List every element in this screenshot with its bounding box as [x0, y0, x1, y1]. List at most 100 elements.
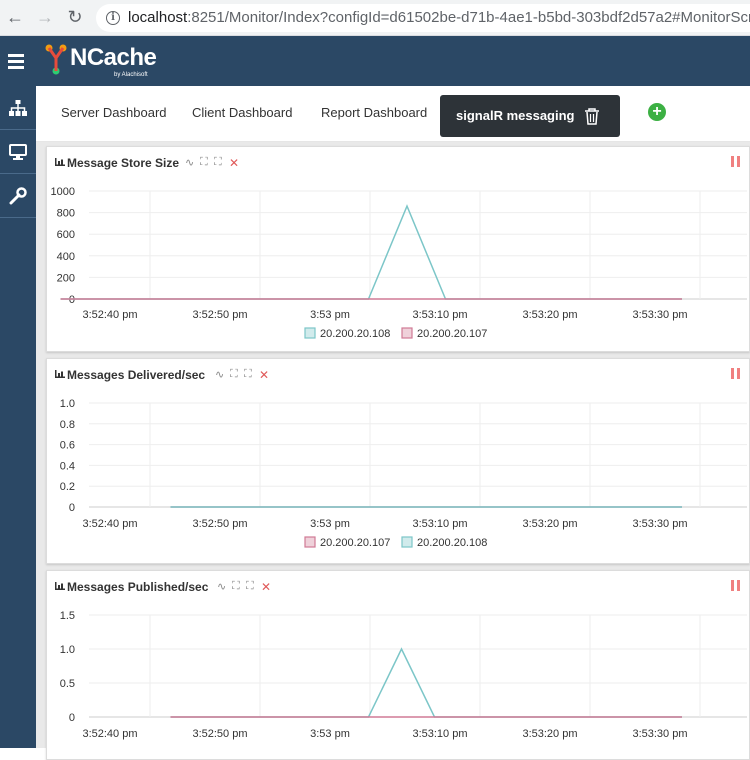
y-tick-label: 0.6: [60, 440, 75, 452]
panel-title: Message Store Size: [67, 156, 180, 170]
sidebar-item-topology[interactable]: [0, 86, 36, 130]
forward-icon[interactable]: →: [36, 7, 54, 27]
y-tick-label: 0.5: [60, 678, 75, 690]
legend-swatch[interactable]: [304, 536, 316, 548]
tab-server-dashboard[interactable]: Server Dashboard: [61, 105, 167, 120]
x-tick-label: 3:53:10 pm: [412, 309, 467, 321]
line-chart: 1000 800 600 400 200 0 3:52:40 pm 3:52:50 pm 3:5…: [51, 186, 747, 340]
y-tick-label: 0.8: [60, 419, 75, 431]
legend-label[interactable]: 20.200.20.107: [417, 328, 487, 340]
chart-icon: [55, 582, 65, 590]
y-tick-label: 0: [69, 502, 75, 514]
chart-icon: [55, 370, 65, 378]
x-tick-label: 3:52:50 pm: [192, 728, 247, 740]
tab-client-dashboard[interactable]: Client Dashboard: [192, 105, 293, 120]
pause-icon[interactable]: [731, 580, 741, 591]
panel-header: Messages Published/sec ∿ ⛶ ⛶ ✕: [47, 571, 750, 601]
x-tick-label: 3:53:10 pm: [412, 518, 467, 530]
x-tick-label: 3:52:50 pm: [192, 518, 247, 530]
pause-icon[interactable]: [731, 156, 741, 167]
wrench-icon: [9, 186, 27, 204]
line-chart: 1.5 1.0 0.5 0 3:52:40 pm 3:52:50 pm 3:53 pm 3:5…: [60, 610, 747, 740]
pause-icon[interactable]: [731, 368, 741, 379]
dashboard-content: Message Store Size ∿ ⛶ ⛶ ✕ 1000 800 600 400 200 0 3…: [36, 142, 750, 760]
back-icon[interactable]: ←: [6, 7, 24, 27]
reload-icon[interactable]: ↻: [67, 7, 83, 27]
close-icon[interactable]: ✕: [261, 580, 272, 594]
address-bar[interactable]: i localhost:8251/Monitor/Index?configId=…: [96, 3, 750, 32]
trash-icon[interactable]: [584, 107, 600, 125]
url-host: localhost: [128, 9, 188, 26]
y-tick-label: 0: [69, 712, 75, 724]
x-tick-label: 3:52:40 pm: [82, 518, 137, 530]
x-tick-label: 3:52:40 pm: [82, 728, 137, 740]
panel-header: Message Store Size ∿ ⛶ ⛶ ✕: [47, 147, 750, 177]
app-header: NCache by Alachisoft: [0, 36, 750, 86]
url-path: :8251/Monitor/Index?configId=d61502be-d7…: [187, 9, 750, 26]
x-tick-label: 3:53 pm: [310, 518, 350, 530]
y-tick-label: 600: [57, 229, 75, 241]
tab-report-dashboard[interactable]: Report Dashboard: [321, 105, 428, 120]
x-tick-label: 3:53:10 pm: [412, 728, 467, 740]
dashboard-tabs: Server Dashboard Client Dashboard Report…: [36, 86, 750, 142]
add-tab-icon[interactable]: +: [648, 103, 666, 121]
y-tick-label: 800: [57, 208, 75, 220]
y-tick-label: 0.2: [60, 481, 75, 493]
ncache-logo-mark-icon: [44, 44, 70, 76]
pulse-icon[interactable]: ∿: [217, 581, 227, 593]
info-icon[interactable]: i: [106, 10, 120, 25]
close-icon[interactable]: ✕: [259, 368, 270, 382]
expand-icon[interactable]: ⛶: [200, 156, 208, 168]
expand-icon[interactable]: ⛶: [232, 580, 240, 592]
x-tick-label: 3:53:30 pm: [632, 309, 687, 321]
y-tick-label: 200: [57, 272, 75, 284]
sidebar-item-monitor[interactable]: [0, 130, 36, 174]
menu-icon[interactable]: [0, 36, 32, 86]
y-tick-label: 1.0: [60, 644, 75, 656]
sitemap-icon: [9, 99, 27, 116]
panel-title: Messages Delivered/sec: [67, 368, 206, 382]
browser-toolbar: ← → ↻ i localhost:8251/Monitor/Index?con…: [0, 0, 750, 36]
logo-subtitle: by Alachisoft: [114, 72, 148, 78]
fullscreen-icon[interactable]: ⛶: [244, 368, 252, 380]
legend-swatch[interactable]: [401, 327, 413, 339]
x-tick-label: 3:53 pm: [310, 309, 350, 321]
fullscreen-icon[interactable]: ⛶: [214, 156, 222, 168]
tab-signalr-label: signalR messaging: [456, 108, 575, 123]
x-tick-label: 3:53 pm: [310, 728, 350, 740]
y-tick-label: 1.0: [60, 398, 75, 410]
chart-panel-delivered: Messages Delivered/sec ∿ ⛶ ⛶ ✕ 1.0 0.8 0.6 0.4 0.…: [46, 358, 750, 564]
line-chart: 1.0 0.8 0.6 0.4 0.2 0 3:52:40 pm 3:52:50 pm 3:53…: [60, 398, 747, 549]
fullscreen-icon[interactable]: ⛶: [246, 580, 254, 592]
x-tick-label: 3:53:30 pm: [632, 728, 687, 740]
chart-icon: [55, 158, 65, 166]
y-tick-label: 1000: [51, 186, 75, 198]
chart-panel-published: Messages Published/sec ∿ ⛶ ⛶ ✕ 1.5 1.0 0.5 0 3:52…: [46, 570, 750, 760]
x-tick-label: 3:52:50 pm: [192, 309, 247, 321]
tab-signalr-messaging[interactable]: signalR messaging: [440, 95, 620, 137]
logo-text: NCache: [70, 44, 157, 71]
pulse-icon[interactable]: ∿: [215, 369, 225, 381]
expand-icon[interactable]: ⛶: [230, 368, 238, 380]
close-icon[interactable]: ✕: [229, 156, 240, 170]
series-line: [60, 204, 682, 300]
sidebar-item-tools[interactable]: [0, 174, 36, 218]
legend-label[interactable]: 20.200.20.108: [417, 537, 487, 549]
x-tick-label: 3:53:20 pm: [522, 518, 577, 530]
legend-label[interactable]: 20.200.20.107: [320, 537, 390, 549]
panel-header: Messages Delivered/sec ∿ ⛶ ⛶ ✕: [47, 359, 750, 389]
panel-title: Messages Published/sec: [67, 580, 209, 594]
y-tick-label: 0: [69, 294, 75, 306]
sidebar: [0, 86, 36, 748]
x-tick-label: 3:53:20 pm: [522, 728, 577, 740]
chart-panel-store-size: Message Store Size ∿ ⛶ ⛶ ✕ 1000 800 600 400 200 0 3…: [46, 146, 750, 352]
legend-label[interactable]: 20.200.20.108: [320, 328, 390, 340]
x-tick-label: 3:53:20 pm: [522, 309, 577, 321]
x-tick-label: 3:52:40 pm: [82, 309, 137, 321]
legend-swatch[interactable]: [304, 327, 316, 339]
ncache-logo[interactable]: NCache by Alachisoft: [44, 36, 157, 86]
pulse-icon[interactable]: ∿: [185, 157, 195, 169]
monitor-icon: [9, 143, 27, 160]
y-tick-label: 400: [57, 251, 75, 263]
legend-swatch[interactable]: [401, 536, 413, 548]
